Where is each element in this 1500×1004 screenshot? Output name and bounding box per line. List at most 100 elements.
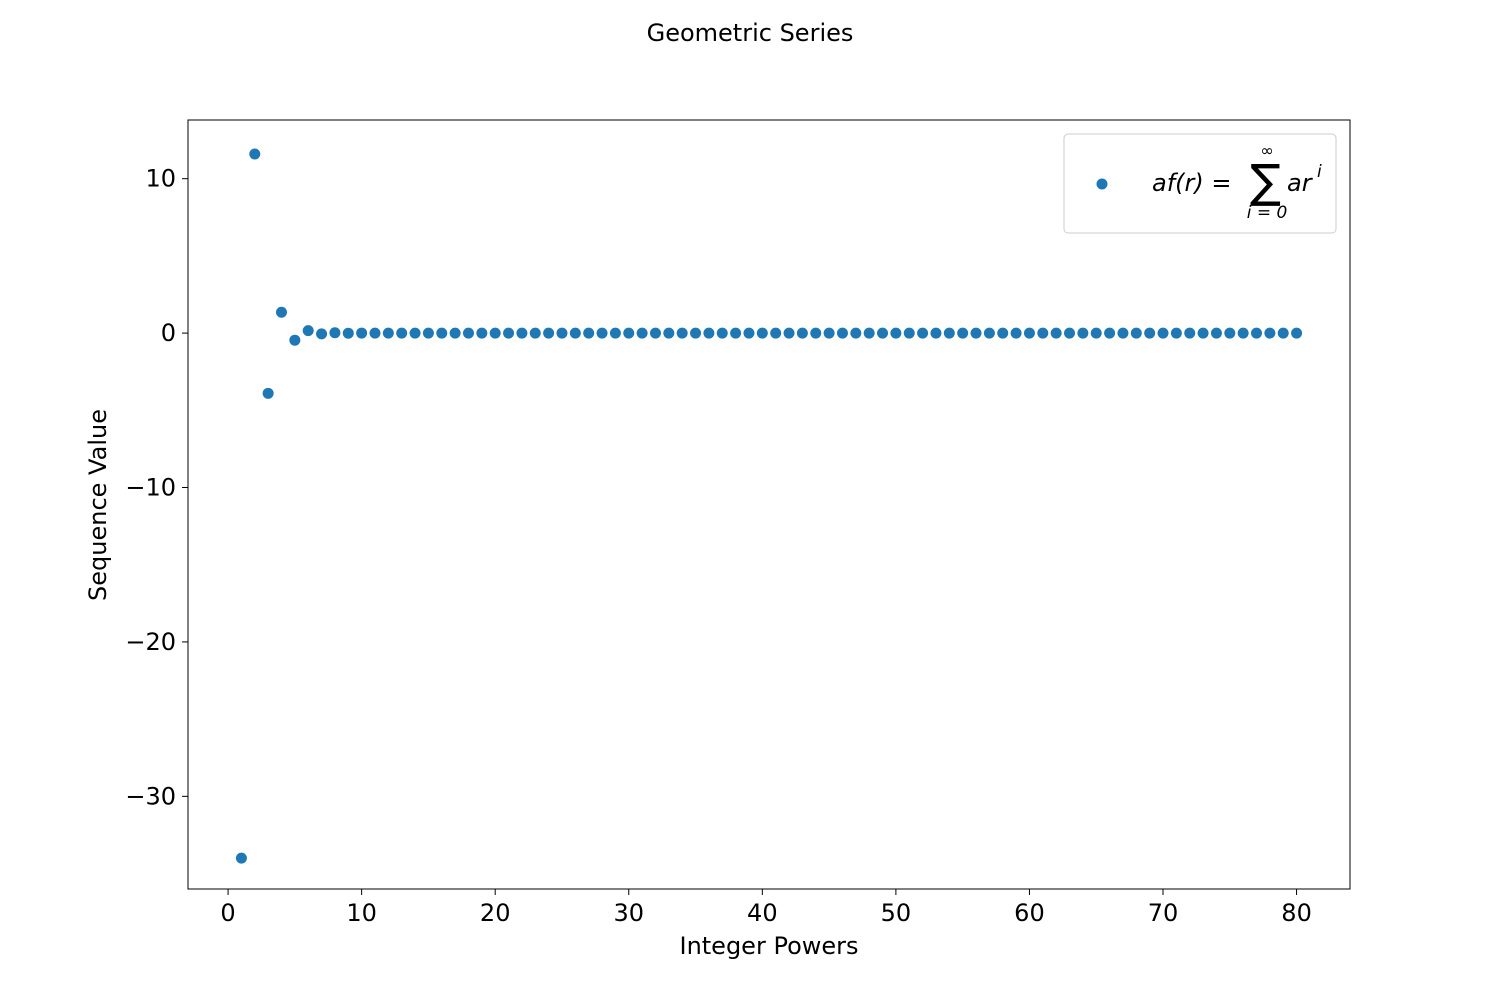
data-point <box>743 327 755 339</box>
data-point <box>449 327 461 339</box>
data-point <box>1277 327 1289 339</box>
data-point <box>783 327 795 339</box>
x-tick-label: 80 <box>1281 899 1312 927</box>
y-tick-label: 0 <box>161 319 176 347</box>
legend-lower-limit: i = 0 <box>1247 203 1288 223</box>
data-point <box>1144 327 1156 339</box>
data-point <box>943 327 955 339</box>
data-point <box>503 327 515 339</box>
data-point <box>1251 327 1263 339</box>
data-point <box>703 327 715 339</box>
legend-sigma: ∑ <box>1250 154 1281 208</box>
x-axis-label: Integer Powers <box>679 932 858 960</box>
data-point <box>302 325 314 337</box>
x-tick-label: 70 <box>1148 899 1179 927</box>
legend: af(r) = ∑ ∞ i = 0 ar i <box>1063 133 1337 234</box>
data-point <box>356 327 368 339</box>
data-point <box>1157 327 1169 339</box>
data-point <box>476 327 488 339</box>
data-point <box>489 327 501 339</box>
data-point <box>1237 327 1249 339</box>
data-point <box>1170 327 1182 339</box>
data-point <box>917 327 929 339</box>
data-point <box>422 327 434 339</box>
y-tick-label: −20 <box>125 628 176 656</box>
data-point <box>516 327 528 339</box>
data-point <box>1130 327 1142 339</box>
data-point <box>275 306 287 318</box>
data-point <box>1210 327 1222 339</box>
data-point <box>770 327 782 339</box>
y-axis-label: Sequence Value <box>84 409 112 601</box>
data-point <box>262 387 274 399</box>
legend-term: ar <box>1287 169 1314 197</box>
data-point <box>623 327 635 339</box>
data-point <box>609 327 621 339</box>
data-point <box>249 148 261 160</box>
data-point <box>1037 327 1049 339</box>
data-point <box>1291 327 1303 339</box>
legend-lhs: af(r) = <box>1152 169 1232 197</box>
data-point <box>1050 327 1062 339</box>
data-point <box>1090 327 1102 339</box>
data-point <box>850 327 862 339</box>
data-point <box>1264 327 1276 339</box>
data-point <box>409 327 421 339</box>
data-point <box>543 327 555 339</box>
data-point <box>730 327 742 339</box>
data-point <box>235 852 247 864</box>
data-point <box>957 327 969 339</box>
data-point <box>636 327 648 339</box>
data-point <box>369 327 381 339</box>
data-point <box>1184 327 1196 339</box>
data-point <box>1010 327 1022 339</box>
data-point <box>289 334 301 346</box>
data-point <box>329 327 341 339</box>
y-tick-label: −10 <box>125 474 176 502</box>
data-point <box>342 327 354 339</box>
data-point <box>930 327 942 339</box>
data-point <box>796 327 808 339</box>
data-point <box>903 327 915 339</box>
data-point <box>890 327 902 339</box>
data-point <box>676 327 688 339</box>
x-tick-label: 10 <box>346 899 377 927</box>
data-point <box>970 327 982 339</box>
data-point <box>1077 327 1089 339</box>
plot-frame <box>187 119 1351 890</box>
legend-frame <box>1063 133 1337 234</box>
data-point <box>1104 327 1116 339</box>
data-point <box>436 327 448 339</box>
data-point <box>1197 327 1209 339</box>
data-point <box>569 327 581 339</box>
legend-upper-limit: ∞ <box>1260 141 1273 160</box>
data-point <box>583 327 595 339</box>
data-point <box>1023 327 1035 339</box>
data-point <box>716 327 728 339</box>
data-point <box>810 327 822 339</box>
data-point <box>556 327 568 339</box>
data-point <box>823 327 835 339</box>
data-point <box>596 327 608 339</box>
data-point <box>1064 327 1076 339</box>
data-point <box>462 327 474 339</box>
data-point <box>983 327 995 339</box>
data-point <box>396 327 408 339</box>
data-point <box>863 327 875 339</box>
x-tick-label: 40 <box>747 899 778 927</box>
x-tick-label: 60 <box>1014 899 1045 927</box>
data-point <box>316 328 328 340</box>
data-point <box>1117 327 1129 339</box>
x-tick-label: 30 <box>613 899 644 927</box>
legend-exponent: i <box>1317 162 1322 182</box>
data-point <box>836 327 848 339</box>
y-tick-label: −30 <box>125 782 176 810</box>
data-point <box>382 327 394 339</box>
x-tick-label: 50 <box>881 899 912 927</box>
y-tick-label: 10 <box>145 165 176 193</box>
x-tick-label: 20 <box>480 899 511 927</box>
chart-title: Geometric Series <box>647 19 854 47</box>
plot-area: 0 10 20 30 40 50 60 70 80 10 0 −10 −20 −30 <box>125 119 1351 927</box>
data-point <box>663 327 675 339</box>
